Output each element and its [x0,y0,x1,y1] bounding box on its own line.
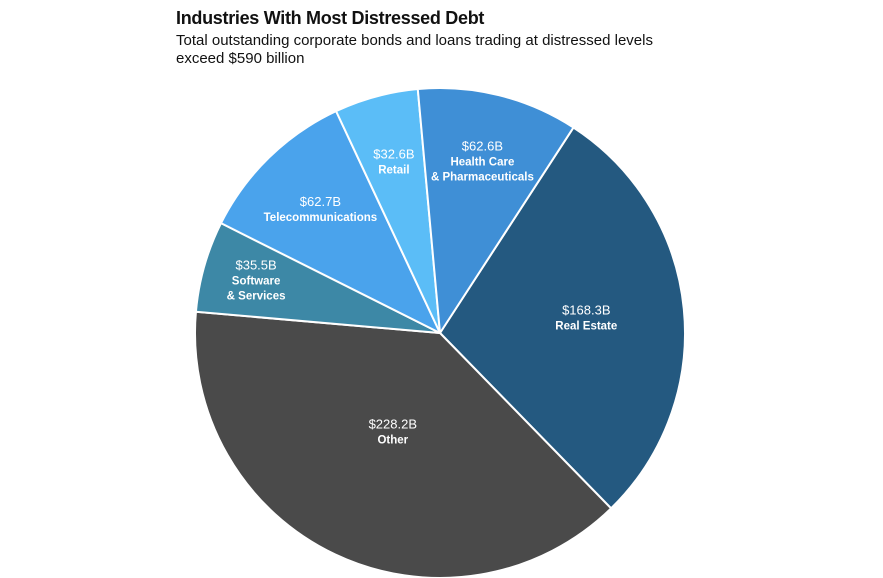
slice-value-label-retail: $32.6B [373,147,414,162]
slice-name-label-retail: Retail [378,165,409,177]
slice-value-label-other: $228.2B [369,417,417,432]
pie-slice-real-estate [439,126,686,510]
slice-value-label-telecommunications: $62.7B [300,194,341,209]
slice-name-label-health-care-pharmaceuticals-1: Health Care [450,156,514,168]
pie-slice-other [194,310,613,578]
slice-name-label-health-care-pharmaceuticals-2: & Pharmaceuticals [431,171,534,183]
slice-name-label-software-services-1: Software [232,275,281,287]
chart-subtitle: Total outstanding corporate bonds and lo… [176,32,653,67]
slice-name-label-other: Other [377,435,408,447]
chart-title: Industries With Most Distressed Debt [176,8,485,28]
slice-value-label-health-care-pharmaceuticals: $62.6B [462,138,503,153]
slice-name-label-software-services-2: & Services [227,290,286,302]
slice-name-label-telecommunications: Telecommunications [264,212,378,224]
pie-slice-telecommunications [220,110,441,334]
slice-name-label-real-estate: Real Estate [555,321,617,333]
slice-value-label-real-estate: $168.3B [562,303,610,318]
pie-slice-health-care-pharmaceuticals [416,87,575,334]
slice-value-label-software-services: $35.5B [235,257,276,272]
